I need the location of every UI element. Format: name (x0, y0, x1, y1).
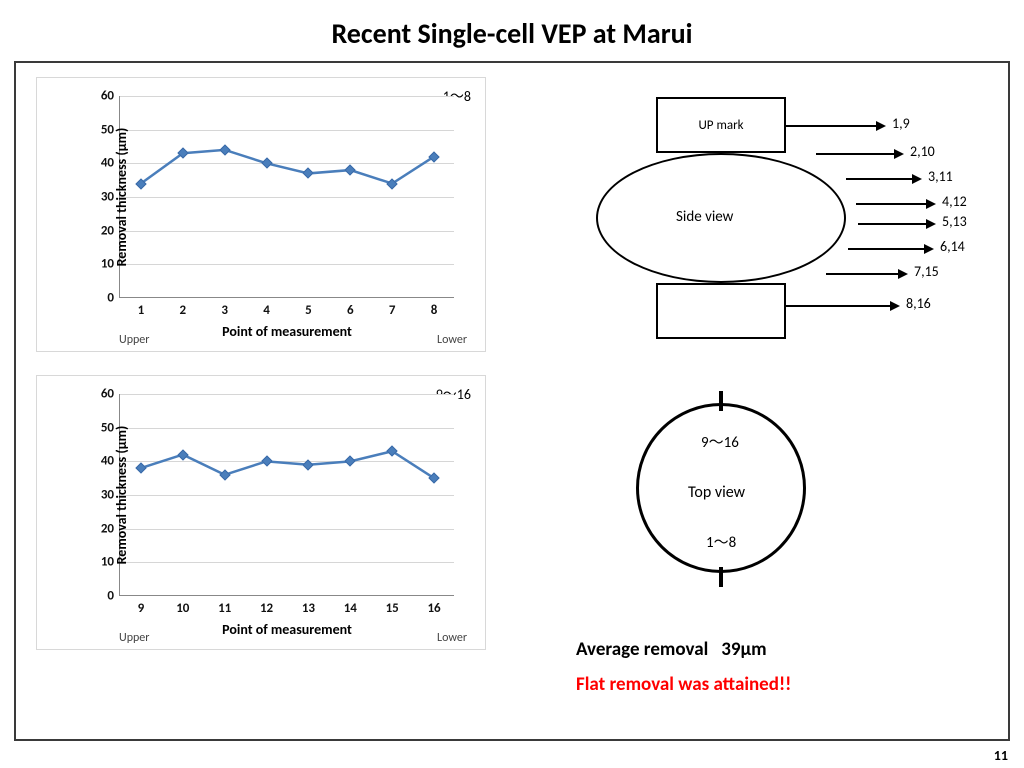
arrow-head-icon (926, 219, 936, 229)
top-tick (719, 391, 723, 411)
arrow-label: 8,16 (906, 295, 931, 312)
xtick-label: 10 (176, 601, 189, 616)
arrow-head-icon (890, 301, 900, 311)
chart1-lower-label: Lower (437, 333, 467, 347)
arrow-line (856, 203, 926, 205)
up-mark-label: UP mark (698, 118, 743, 133)
arrow-head-icon (894, 149, 904, 159)
bottom-range-label: 1～8 (706, 531, 736, 552)
arrow-label: 1,9 (892, 115, 910, 132)
top-view-diagram: 9～16 Top view 1～8 (606, 383, 906, 663)
arrow-label: 4,12 (942, 193, 967, 210)
xtick-label: 14 (344, 601, 357, 616)
arrow-label: 2,10 (910, 143, 935, 160)
chart-1-8: 1～8 010203040506012345678Removal thickne… (36, 77, 486, 352)
side-view-diagram: UP mark Side view 1,92,10 3,11 4,12 5,13 6,1… (576, 93, 976, 343)
arrow-label: 7,15 (914, 263, 939, 280)
chart2-lower-label: Lower (437, 631, 467, 645)
arrow-label: 3,11 (928, 168, 953, 185)
avg-label: Average removal (576, 638, 708, 661)
up-mark-box: UP mark (656, 97, 786, 153)
side-view-label: Side view (676, 208, 733, 226)
xtick-label: 9 (138, 601, 145, 616)
ytick-label: 0 (107, 589, 114, 604)
top-view-label: Top view (688, 483, 745, 502)
y-axis-label: Removal thickness (μm) (113, 127, 130, 266)
xtick-label: 6 (347, 303, 354, 318)
arrow-head-icon (912, 174, 922, 184)
xtick-label: 4 (263, 303, 270, 318)
xtick-label: 13 (302, 601, 315, 616)
chart2-upper-label: Upper (119, 631, 149, 645)
arrow-head-icon (926, 199, 936, 209)
flat-removal-text: Flat removal was attained!! (576, 673, 791, 696)
chart-9-16: 9～16 0102030405060910111213141516Removal… (36, 375, 486, 650)
arrow-line (816, 153, 894, 155)
arrow-line (846, 178, 912, 180)
xtick-label: 12 (260, 601, 273, 616)
top-range-label: 9～16 (701, 431, 739, 452)
x-axis-label: Point of measurement (222, 621, 352, 638)
xtick-label: 3 (221, 303, 228, 318)
xtick-label: 15 (386, 601, 399, 616)
lower-rect (656, 283, 786, 339)
arrow-label: 6,14 (940, 238, 965, 255)
ytick-label: 60 (101, 89, 114, 104)
page-number: 11 (994, 747, 1008, 764)
chart1-upper-label: Upper (119, 333, 149, 347)
content-frame: 1～8 010203040506012345678Removal thickne… (14, 61, 1010, 741)
xtick-label: 1 (138, 303, 145, 318)
chart1-plot-area: 010203040506012345678Removal thickness (… (119, 96, 454, 298)
average-removal-text: Average removal 39μm (576, 638, 767, 661)
ytick-label: 0 (107, 291, 114, 306)
arrow-line (786, 125, 876, 127)
arrow-line (848, 248, 924, 250)
arrow-line (786, 305, 890, 307)
page-title: Recent Single-cell VEP at Marui (14, 16, 1010, 51)
xtick-label: 5 (305, 303, 312, 318)
xtick-label: 11 (218, 601, 231, 616)
xtick-label: 16 (427, 601, 440, 616)
xtick-label: 2 (180, 303, 187, 318)
arrow-line (858, 223, 926, 225)
bottom-tick (719, 567, 723, 587)
arrow-label: 5,13 (942, 213, 967, 230)
arrow-line (826, 273, 898, 275)
avg-value: 39μm (721, 638, 766, 661)
ytick-label: 60 (101, 387, 114, 402)
xtick-label: 7 (389, 303, 396, 318)
arrow-head-icon (924, 244, 934, 254)
x-axis-label: Point of measurement (222, 323, 352, 340)
arrow-head-icon (876, 121, 886, 131)
arrow-head-icon (898, 269, 908, 279)
y-axis-label: Removal thickness (μm) (113, 425, 130, 564)
chart2-plot-area: 0102030405060910111213141516Removal thic… (119, 394, 454, 596)
xtick-label: 8 (431, 303, 438, 318)
